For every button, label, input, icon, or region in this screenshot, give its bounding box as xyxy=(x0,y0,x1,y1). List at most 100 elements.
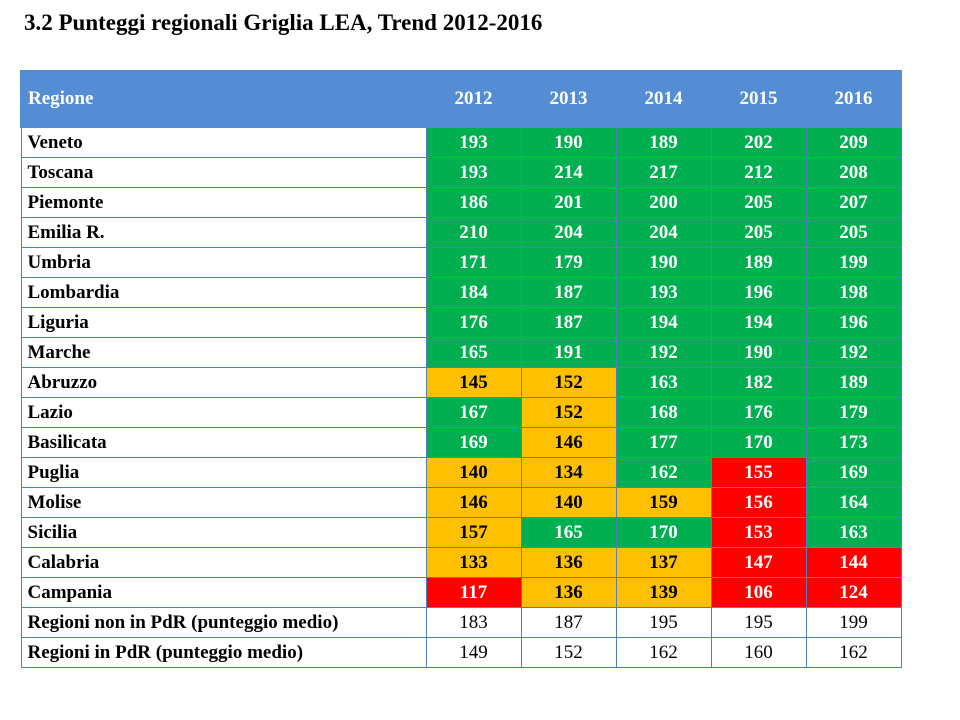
score-cell: 190 xyxy=(710,337,807,368)
score-cell: 209 xyxy=(805,126,902,158)
score-cell: 195 xyxy=(615,607,712,638)
score-cell: 162 xyxy=(805,637,902,668)
score-cell: 212 xyxy=(710,157,807,188)
score-cell: 200 xyxy=(615,187,712,218)
score-cell: 205 xyxy=(805,217,902,248)
score-cell: 146 xyxy=(520,427,617,458)
score-cell: 171 xyxy=(425,247,522,278)
region-name-cell: Basilicata xyxy=(20,427,427,458)
score-cell: 194 xyxy=(710,307,807,338)
table-row: Emilia R. 210 204 204 205 205 xyxy=(20,217,902,248)
score-cell: 177 xyxy=(615,427,712,458)
table-row: Puglia 140 134 162 155 169 xyxy=(20,457,902,488)
lea-scores-table: Regione 2012 2013 2014 2015 2016 Veneto 1… xyxy=(20,70,902,668)
region-name-cell: Marche xyxy=(20,337,427,368)
table-row: Veneto 193 190 189 202 209 xyxy=(20,126,902,158)
score-cell: 198 xyxy=(805,277,902,308)
score-cell: 170 xyxy=(710,427,807,458)
score-cell: 196 xyxy=(710,277,807,308)
score-cell: 184 xyxy=(425,277,522,308)
score-cell: 205 xyxy=(710,187,807,218)
score-cell: 204 xyxy=(615,217,712,248)
table-body: Veneto 193 190 189 202 209 Toscana 193 214 217 212… xyxy=(20,126,902,668)
score-cell: 193 xyxy=(425,126,522,158)
score-cell: 192 xyxy=(615,337,712,368)
table-row: Campania 117 136 139 106 124 xyxy=(20,577,902,608)
score-cell: 162 xyxy=(615,457,712,488)
score-cell: 140 xyxy=(425,457,522,488)
table-row: Molise 146 140 159 156 164 xyxy=(20,487,902,518)
score-cell: 176 xyxy=(425,307,522,338)
score-cell: 189 xyxy=(710,247,807,278)
score-cell: 205 xyxy=(710,217,807,248)
score-cell: 199 xyxy=(805,247,902,278)
score-cell: 168 xyxy=(615,397,712,428)
score-cell: 217 xyxy=(615,157,712,188)
score-cell: 179 xyxy=(520,247,617,278)
score-cell: 155 xyxy=(710,457,807,488)
score-cell: 208 xyxy=(805,157,902,188)
score-cell: 186 xyxy=(425,187,522,218)
score-cell: 202 xyxy=(710,126,807,158)
table-row: Sicilia 157 165 170 153 163 xyxy=(20,517,902,548)
score-cell: 134 xyxy=(520,457,617,488)
region-name-cell: Piemonte xyxy=(20,187,427,218)
score-cell: 196 xyxy=(805,307,902,338)
score-cell: 136 xyxy=(520,577,617,608)
score-cell: 144 xyxy=(805,547,902,578)
score-cell: 152 xyxy=(520,397,617,428)
score-cell: 190 xyxy=(615,247,712,278)
score-cell: 191 xyxy=(520,337,617,368)
header-region: Regione xyxy=(20,70,427,128)
score-cell: 187 xyxy=(520,607,617,638)
score-cell: 164 xyxy=(805,487,902,518)
score-cell: 145 xyxy=(425,367,522,398)
region-name-cell: Abruzzo xyxy=(20,367,427,398)
score-cell: 199 xyxy=(805,607,902,638)
table-row: Lazio 167 152 168 176 179 xyxy=(20,397,902,428)
score-cell: 157 xyxy=(425,517,522,548)
score-cell: 194 xyxy=(615,307,712,338)
table-row: Regioni in PdR (punteggio medio) 149 152 16… xyxy=(20,637,902,668)
score-cell: 189 xyxy=(805,367,902,398)
score-cell: 193 xyxy=(615,277,712,308)
score-cell: 182 xyxy=(710,367,807,398)
score-cell: 149 xyxy=(425,637,522,668)
table-row: Piemonte 186 201 200 205 207 xyxy=(20,187,902,218)
header-year: 2013 xyxy=(520,70,617,128)
score-cell: 192 xyxy=(805,337,902,368)
score-cell: 170 xyxy=(615,517,712,548)
score-cell: 165 xyxy=(520,517,617,548)
score-cell: 169 xyxy=(425,427,522,458)
region-name-cell: Campania xyxy=(20,577,427,608)
score-cell: 147 xyxy=(710,547,807,578)
score-cell: 140 xyxy=(520,487,617,518)
score-cell: 152 xyxy=(520,367,617,398)
score-cell: 169 xyxy=(805,457,902,488)
score-cell: 146 xyxy=(425,487,522,518)
table-row: Basilicata 169 146 177 170 173 xyxy=(20,427,902,458)
score-cell: 160 xyxy=(710,637,807,668)
score-cell: 214 xyxy=(520,157,617,188)
region-name-cell: Lazio xyxy=(20,397,427,428)
table-row: Umbria 171 179 190 189 199 xyxy=(20,247,902,278)
region-name-cell: Regioni in PdR (punteggio medio) xyxy=(20,637,427,668)
score-cell: 204 xyxy=(520,217,617,248)
header-year: 2015 xyxy=(710,70,807,128)
score-cell: 195 xyxy=(710,607,807,638)
score-cell: 189 xyxy=(615,126,712,158)
table-row: Calabria 133 136 137 147 144 xyxy=(20,547,902,578)
table-row: Toscana 193 214 217 212 208 xyxy=(20,157,902,188)
region-name-cell: Liguria xyxy=(20,307,427,338)
region-name-cell: Veneto xyxy=(20,126,427,158)
header-year: 2012 xyxy=(425,70,522,128)
score-cell: 159 xyxy=(615,487,712,518)
region-name-cell: Toscana xyxy=(20,157,427,188)
score-cell: 163 xyxy=(805,517,902,548)
table-header-row: Regione 2012 2013 2014 2015 2016 xyxy=(20,70,902,128)
score-cell: 173 xyxy=(805,427,902,458)
table-row: Marche 165 191 192 190 192 xyxy=(20,337,902,368)
region-name-cell: Puglia xyxy=(20,457,427,488)
score-cell: 139 xyxy=(615,577,712,608)
region-name-cell: Umbria xyxy=(20,247,427,278)
